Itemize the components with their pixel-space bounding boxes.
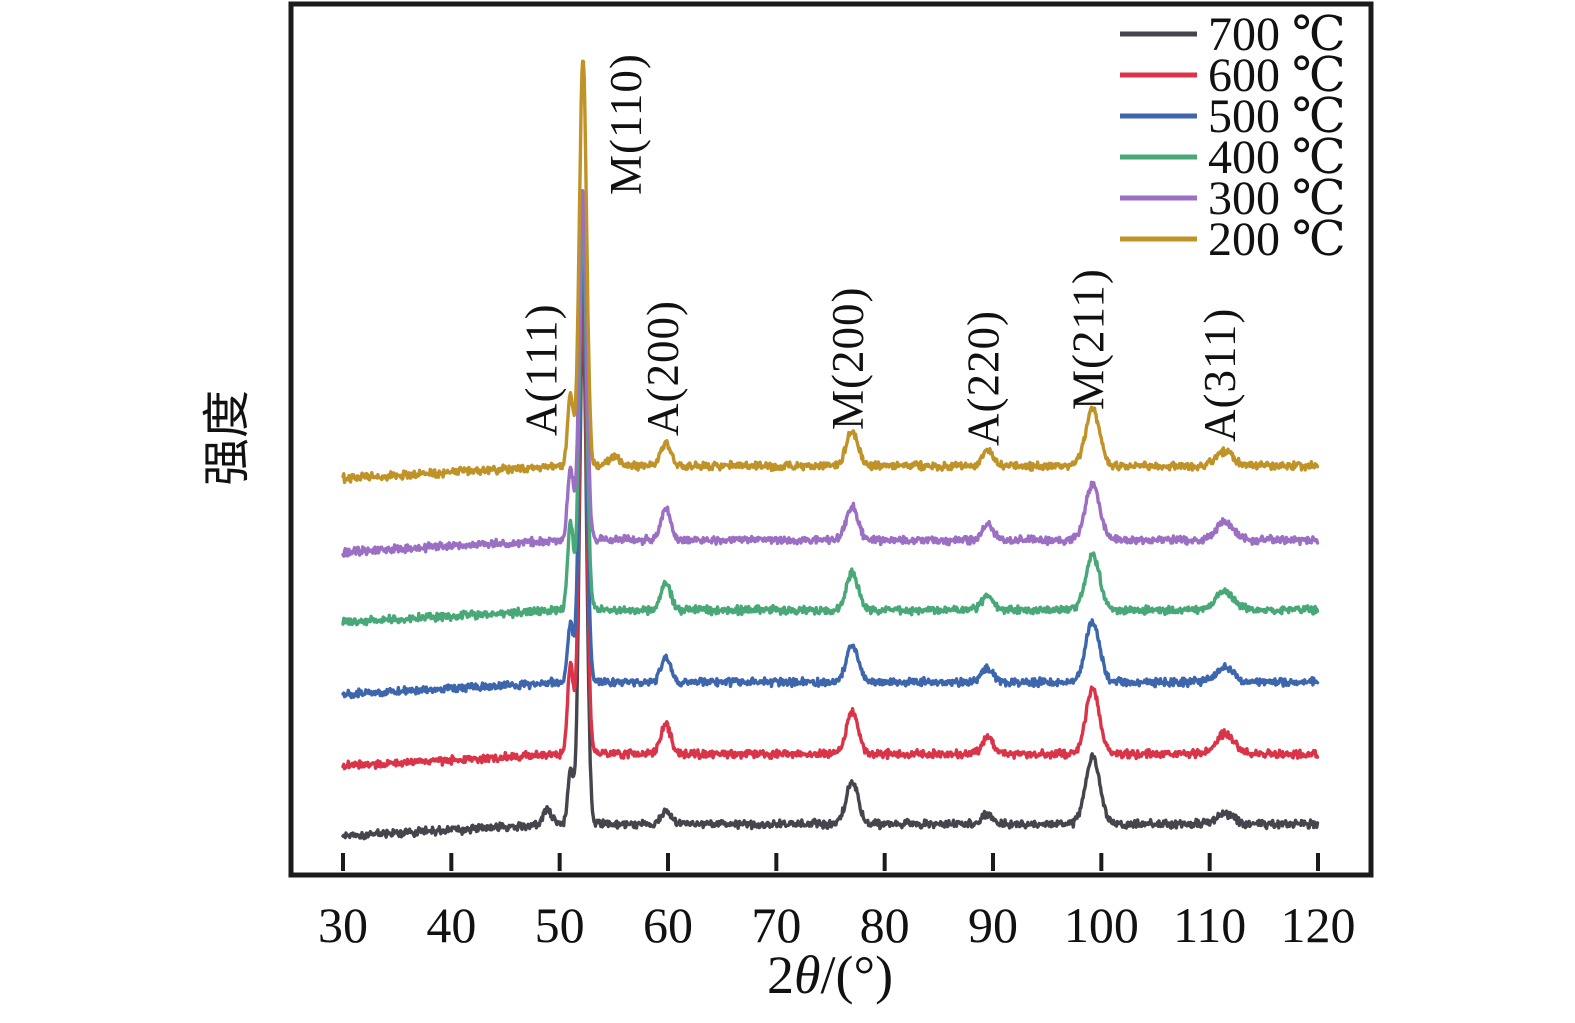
peak-label-m200: M(200) <box>823 287 873 430</box>
legend-item-600c: 600 ℃ <box>1120 49 1346 102</box>
x-axis-ticks <box>341 853 1320 871</box>
peak-annotations: A(111) M(110) A(200) M(200) A(220) M(211) A(31… <box>517 53 1245 446</box>
x-tick-label-90: 90 <box>968 897 1018 953</box>
legend-label-400c: 400 ℃ <box>1208 131 1346 184</box>
peak-label-a311: A(311) <box>1195 308 1245 442</box>
peak-label-m110: M(110) <box>601 53 651 195</box>
series-curve-400c <box>341 218 1320 627</box>
legend-label-200c: 200 ℃ <box>1208 213 1346 266</box>
x-axis-tick-labels: 30 40 50 60 70 80 90 100 110 120 <box>318 897 1356 953</box>
legend-item-200c: 200 ℃ <box>1120 213 1346 266</box>
x-tick-label-70: 70 <box>751 897 801 953</box>
legend-label-600c: 600 ℃ <box>1208 49 1346 102</box>
y-axis-title: 强度 <box>201 390 254 486</box>
series-curve-700c <box>341 318 1320 841</box>
series-curve-200c <box>341 59 1320 485</box>
plot-border <box>288 1 1374 878</box>
x-tick-label-100: 100 <box>1064 897 1139 953</box>
peak-label-m211: M(211) <box>1064 268 1114 410</box>
series-curve-300c <box>341 188 1320 558</box>
x-tick-label-80: 80 <box>860 897 910 953</box>
curves-layer <box>341 59 1320 841</box>
x-tick-label-60: 60 <box>643 897 693 953</box>
legend-label-500c: 500 ℃ <box>1208 90 1346 143</box>
legend-item-700c: 700 ℃ <box>1120 8 1346 61</box>
peak-label-a111: A(111) <box>517 303 567 436</box>
x-axis-title: 2θ/(°) <box>767 945 893 1005</box>
legend-item-400c: 400 ℃ <box>1120 131 1346 184</box>
peak-label-a220: A(220) <box>959 310 1009 446</box>
x-tick-label-120: 120 <box>1281 897 1356 953</box>
x-tick-label-30: 30 <box>318 897 368 953</box>
series-curve-600c <box>341 292 1320 771</box>
legend-label-300c: 300 ℃ <box>1208 172 1346 225</box>
peak-label-a200: A(200) <box>638 300 688 436</box>
series-curve-500c <box>341 250 1320 700</box>
legend-item-500c: 500 ℃ <box>1120 90 1346 143</box>
legend-item-300c: 300 ℃ <box>1120 172 1346 225</box>
x-tick-label-110: 110 <box>1173 897 1246 953</box>
x-tick-label-50: 50 <box>535 897 585 953</box>
x-tick-label-40: 40 <box>426 897 476 953</box>
legend-label-700c: 700 ℃ <box>1208 8 1346 61</box>
